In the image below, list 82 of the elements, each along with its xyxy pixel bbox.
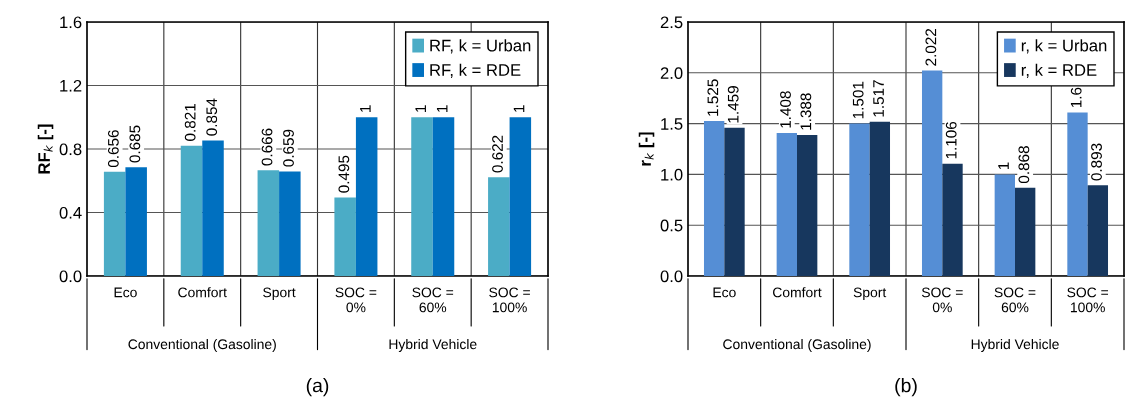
bar	[180, 145, 203, 276]
bar	[202, 140, 224, 276]
x-tick-label: SOC = 60%	[412, 287, 454, 313]
x-tick-label: SOC = 60%	[994, 287, 1036, 313]
x-tick-label: SOC = 0%	[335, 287, 377, 313]
text: (b)	[895, 378, 917, 397]
data-label: 2.022	[925, 28, 937, 66]
data-label: 0.821	[184, 104, 196, 141]
y-tick-label: 1.5	[661, 118, 683, 130]
bar	[279, 171, 301, 276]
bar	[432, 117, 455, 276]
data-label: 1	[360, 105, 371, 112]
data-label: 1	[415, 105, 426, 112]
bar	[488, 177, 510, 276]
bar	[1015, 187, 1036, 276]
data-label: 0.893	[1091, 143, 1102, 181]
data-label: 1	[436, 105, 448, 112]
x-tick-label: Comfort	[773, 287, 822, 298]
data-label: 0.685	[129, 125, 141, 163]
bar	[1067, 112, 1088, 276]
y-tick-label: 2.5	[660, 16, 683, 29]
y-axis-title: RF$_{k}$ [-]	[37, 124, 54, 174]
text: Conventional (Gasoline)	[128, 338, 276, 352]
legend-label: RF, k = RDE	[430, 63, 521, 78]
bar	[1087, 185, 1109, 276]
bar	[921, 70, 943, 276]
y-tick-label: 0.0	[660, 270, 683, 283]
data-label: 1	[513, 105, 525, 112]
bar	[849, 123, 870, 276]
data-label: 1.501	[852, 81, 864, 119]
x-tick-label: SOC = 100%	[489, 287, 530, 313]
data-label: 0.868	[1018, 146, 1030, 184]
bar	[942, 163, 963, 276]
legend-label: r, k = RDE	[1021, 63, 1097, 78]
bar	[509, 117, 532, 276]
bar	[869, 121, 891, 276]
bar	[411, 117, 433, 276]
bar	[334, 197, 356, 276]
text: Hybrid Vehicle	[389, 338, 477, 352]
y-tick-label: 1.6	[60, 16, 82, 29]
data-label: 1.525	[707, 79, 719, 116]
data-label: 1.408	[780, 91, 791, 128]
y-tick-label: 1.0	[661, 168, 683, 181]
x-tick-label: SOC = 0%	[921, 287, 963, 313]
text: Hybrid Vehicle	[971, 338, 1059, 352]
y-tick-label: 0.5	[660, 219, 683, 232]
y-axis-title: r$_{k}$ [-]	[638, 132, 655, 166]
bar	[703, 121, 725, 276]
bar	[994, 174, 1015, 276]
y-tick-label: 0.0	[59, 270, 82, 283]
x-tick-label: Comfort	[178, 287, 227, 298]
x-tick-label: SOC = 100%	[1067, 287, 1109, 313]
bar	[125, 167, 147, 276]
x-tick-label: Sport	[853, 287, 887, 301]
text: (a)	[306, 378, 329, 397]
data-label: 0.666	[261, 128, 273, 166]
y-tick-label: 1.2	[60, 79, 82, 92]
bar	[776, 132, 797, 276]
bar	[257, 170, 280, 276]
data-label: 1.388	[800, 93, 812, 130]
data-label: 0.659	[283, 129, 294, 167]
bar	[797, 134, 818, 276]
legend-label: r, k = Urban	[1021, 39, 1107, 54]
y-tick-label: 0.8	[59, 143, 82, 156]
data-label: 0.495	[338, 155, 350, 193]
x-tick-label: Sport	[263, 287, 296, 301]
data-label: 1.517	[873, 80, 884, 117]
data-label: 1.106	[945, 121, 957, 159]
data-label: 1.459	[727, 86, 739, 123]
data-label: 1.6	[1070, 87, 1082, 108]
y-tick-label: 0.4	[59, 206, 82, 219]
legend-label: RF, k = Urban	[430, 39, 531, 54]
text: Conventional (Gasoline)	[723, 338, 871, 352]
bar	[103, 171, 126, 276]
data-label: 0.656	[107, 130, 119, 168]
data-label: 0.622	[492, 135, 503, 173]
y-tick-label: 2.0	[660, 67, 683, 79]
data-label: 1	[998, 162, 1009, 170]
x-tick-label: Eco	[713, 287, 736, 298]
data-label: 0.854	[206, 98, 218, 136]
bar	[355, 117, 378, 276]
x-tick-label: Eco	[114, 287, 137, 298]
